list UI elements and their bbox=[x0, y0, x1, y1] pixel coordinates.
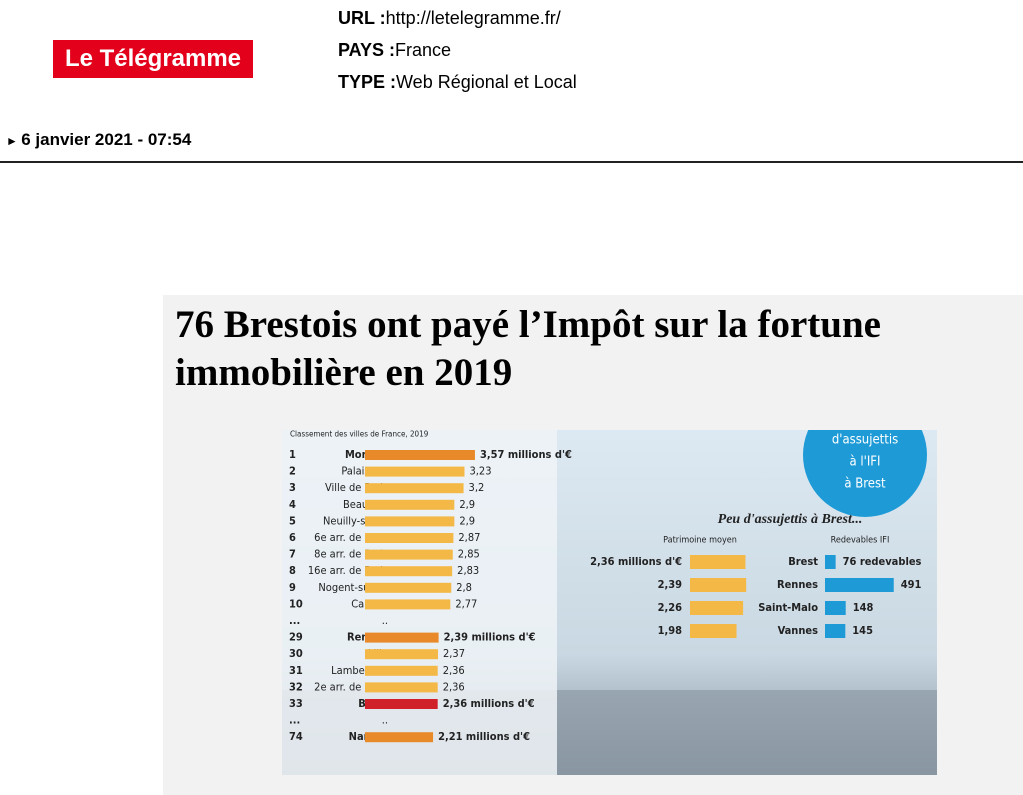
rank: 1 bbox=[289, 448, 296, 461]
value-label: 2,87 bbox=[458, 531, 480, 544]
badge-text: d'assujettis bbox=[832, 433, 898, 448]
rank: 29 bbox=[289, 631, 303, 644]
bar bbox=[365, 533, 454, 543]
col-header: Patrimoine moyen bbox=[663, 536, 737, 546]
bar bbox=[365, 499, 455, 510]
title-line: 76 Brestois ont payé l’Impôt sur la fort… bbox=[175, 303, 881, 346]
value-label: 3,2 bbox=[469, 481, 485, 494]
meta-line: PAYS :France bbox=[338, 40, 451, 61]
rank: 4 bbox=[289, 498, 296, 511]
bar bbox=[365, 682, 438, 693]
bar bbox=[365, 649, 438, 660]
value-label: 145 bbox=[852, 624, 873, 637]
rank: ... bbox=[289, 714, 300, 727]
comparison-title: Peu d'assujettis à Brest... bbox=[718, 512, 863, 527]
value-label: 2,36 bbox=[443, 680, 465, 693]
city: Rennes bbox=[777, 578, 818, 591]
bar bbox=[690, 555, 746, 569]
bar bbox=[365, 582, 452, 593]
value-label: 2,9 bbox=[459, 498, 475, 511]
bar bbox=[690, 624, 737, 638]
bar bbox=[365, 466, 465, 477]
logo: Le Télégramme bbox=[53, 40, 253, 78]
bar bbox=[825, 578, 894, 592]
city: Saint-Malo bbox=[758, 601, 818, 614]
bar bbox=[365, 566, 453, 577]
value-label: 491 bbox=[901, 578, 922, 591]
col-header: Redevables IFI bbox=[831, 536, 890, 546]
meta-value: Web Régional et Local bbox=[396, 72, 577, 92]
rank: 31 bbox=[289, 664, 303, 677]
value-label: 2,39 bbox=[658, 578, 683, 591]
badge bbox=[803, 430, 927, 517]
bar bbox=[365, 450, 475, 460]
bar bbox=[825, 555, 836, 569]
bar bbox=[365, 516, 455, 527]
rank: 32 bbox=[289, 680, 303, 693]
city: .. bbox=[382, 614, 388, 627]
bar bbox=[690, 601, 744, 615]
divider bbox=[0, 161, 1023, 163]
city: Brest bbox=[788, 555, 818, 568]
bar bbox=[365, 632, 439, 643]
bar bbox=[365, 549, 453, 560]
bar bbox=[825, 624, 846, 638]
bar bbox=[365, 699, 438, 709]
date-text: 6 janvier 2021 - 07:54 bbox=[21, 130, 192, 149]
value-label: 2,9 bbox=[459, 514, 475, 527]
infographic: Classement des villes de France, 20191Mo… bbox=[282, 430, 937, 775]
value-label: 2,77 bbox=[455, 597, 477, 610]
value-label: 76 redevables bbox=[843, 555, 922, 568]
arrow: ► bbox=[6, 134, 22, 148]
city: .. bbox=[382, 714, 388, 727]
date: ► 6 janvier 2021 - 07:54 bbox=[6, 130, 191, 150]
rank: 7 bbox=[289, 548, 296, 561]
rank: 5 bbox=[289, 514, 296, 527]
rank: 6 bbox=[289, 531, 296, 544]
value-label: 2,26 bbox=[658, 601, 683, 614]
meta-key: TYPE : bbox=[338, 72, 397, 92]
value-label: 2,36 millions d'€ bbox=[590, 555, 682, 568]
bar bbox=[365, 665, 438, 676]
caption: Classement des villes de France, 2019 bbox=[290, 430, 429, 439]
value-label: 2,37 bbox=[443, 647, 465, 660]
rank: 30 bbox=[289, 647, 303, 660]
city: Vannes bbox=[778, 624, 819, 637]
bar bbox=[825, 601, 846, 615]
value-label: 3,57 millions d'€ bbox=[480, 448, 572, 461]
value-label: 2,85 bbox=[458, 548, 480, 561]
rank: 33 bbox=[289, 697, 303, 710]
value-label: 3,23 bbox=[469, 465, 491, 478]
rank: 3 bbox=[289, 481, 296, 494]
rank: ... bbox=[289, 614, 300, 627]
bar bbox=[690, 578, 747, 592]
meta-line: URL :http://letelegramme.fr/ bbox=[338, 8, 561, 29]
bar bbox=[365, 483, 464, 494]
value-label: 2,36 bbox=[443, 664, 465, 677]
value-label: 1,98 bbox=[658, 624, 683, 637]
value-label: 2,21 millions d'€ bbox=[438, 730, 530, 743]
bar bbox=[365, 599, 451, 610]
rank: 9 bbox=[289, 581, 296, 594]
bar bbox=[365, 732, 434, 743]
rank: 74 bbox=[289, 730, 303, 743]
badge-text: à Brest bbox=[844, 477, 886, 492]
badge-text: à l'IFI bbox=[850, 455, 881, 470]
title-line: immobilière en 2019 bbox=[175, 351, 513, 394]
meta-key: URL : bbox=[338, 8, 386, 28]
value-label: 2,8 bbox=[456, 581, 472, 594]
value-label: 2,36 millions d'€ bbox=[443, 697, 535, 710]
value-label: 2,83 bbox=[457, 564, 479, 577]
value-label: 148 bbox=[853, 601, 874, 614]
rank: 2 bbox=[289, 465, 296, 478]
meta-value: http://letelegramme.fr/ bbox=[385, 8, 561, 28]
value-label: 2,39 millions d'€ bbox=[444, 631, 536, 644]
rank: 10 bbox=[289, 597, 303, 610]
meta-value: France bbox=[395, 40, 452, 60]
rank: 8 bbox=[289, 564, 296, 577]
meta-line: TYPE :Web Régional et Local bbox=[338, 72, 577, 93]
meta-key: PAYS : bbox=[338, 40, 396, 60]
